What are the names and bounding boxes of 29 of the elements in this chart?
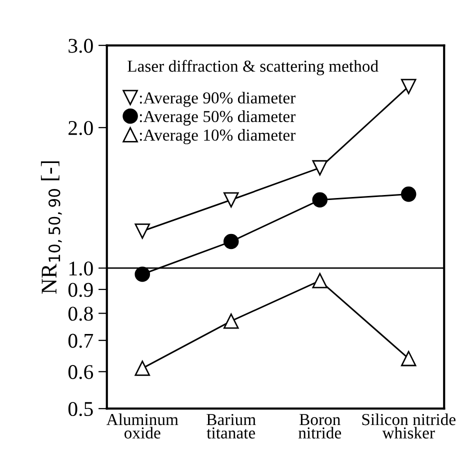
y-tick-label: 0.9 xyxy=(68,282,93,297)
x-tick-label: Silicon nitride whisker xyxy=(362,413,456,439)
point xyxy=(312,160,328,176)
y-tick-label: 0.7 xyxy=(68,334,94,348)
point xyxy=(312,273,328,288)
point xyxy=(400,186,416,202)
y-axis-title: NR$_{10,50,90}$ [-] xyxy=(40,161,62,294)
legend-label: :Average 50% diameter xyxy=(140,110,296,126)
y-tick-label: 0.8 xyxy=(68,306,93,321)
point xyxy=(400,78,416,94)
x-tick-label: Aluminum oxide xyxy=(106,413,178,439)
y-tick-label: 0.5 xyxy=(68,402,93,416)
point xyxy=(400,350,416,366)
legend-label: :Average 10% diameter xyxy=(140,129,296,144)
annotation: Laser diffraction & scattering method xyxy=(128,60,378,76)
point xyxy=(223,313,239,329)
y-tick-label: 0.6 xyxy=(68,365,94,380)
point xyxy=(312,192,328,208)
y-tick-label: 2.0 xyxy=(68,120,93,136)
y-tick-label: 1.0 xyxy=(69,261,93,276)
x-tick-label: Barium titanate xyxy=(206,414,256,439)
legend-label: :Average 90% diameter xyxy=(140,92,296,107)
point xyxy=(223,234,239,250)
point xyxy=(223,192,239,208)
point xyxy=(134,224,150,239)
y-tick-label: 3.0 xyxy=(68,38,93,53)
point xyxy=(134,266,150,282)
x-tick-label: Boron nitride xyxy=(298,414,342,439)
point xyxy=(134,360,150,376)
